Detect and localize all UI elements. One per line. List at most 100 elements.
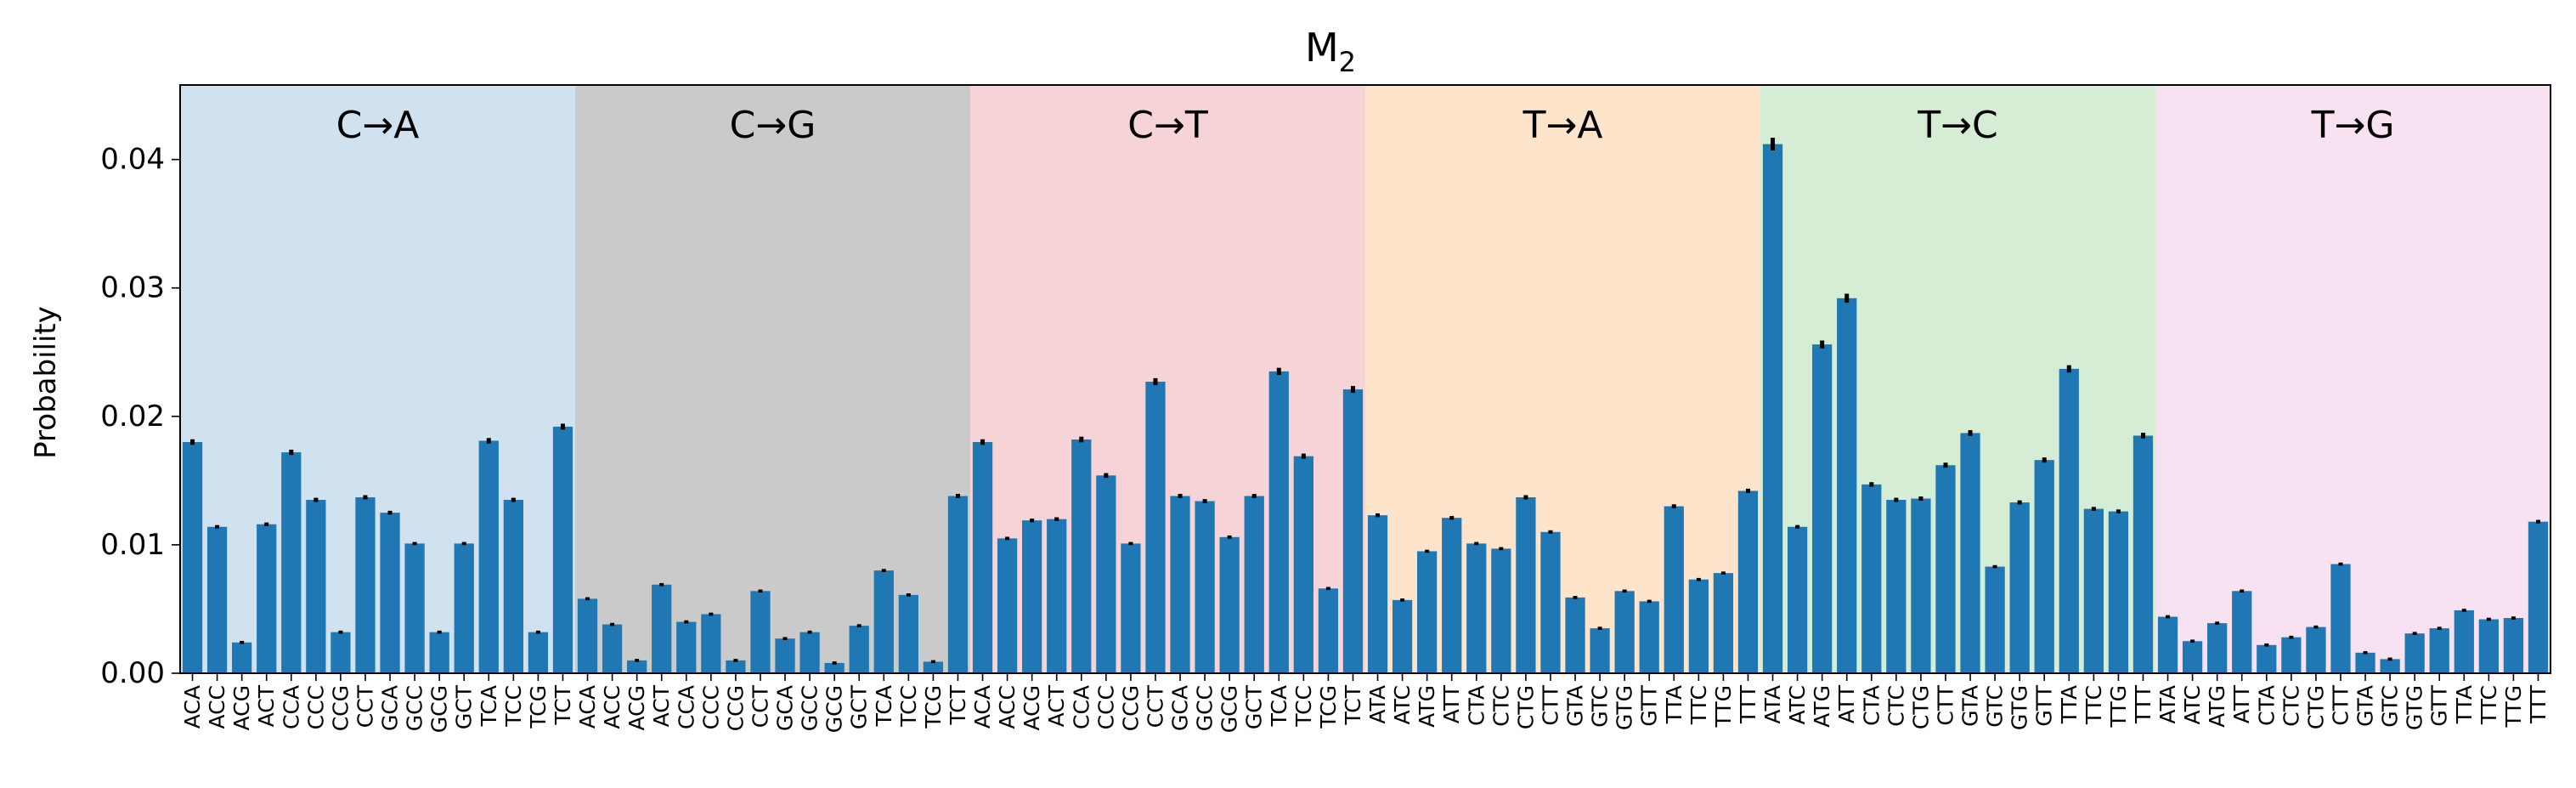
bar <box>1713 573 1734 673</box>
chart-title: M2 <box>1305 25 1356 78</box>
bar <box>627 660 647 673</box>
x-tick-label: CCC <box>303 685 328 729</box>
x-tick-label: TCG <box>1316 685 1341 729</box>
bar <box>1022 520 1042 673</box>
group-background-6 <box>2155 85 2551 673</box>
bar <box>2404 633 2425 673</box>
bar <box>972 442 993 673</box>
bar <box>1960 433 1980 673</box>
bar <box>1367 515 1388 673</box>
x-tick-label: ATA <box>1760 685 1785 724</box>
bar <box>257 524 277 673</box>
bar <box>1664 506 1684 673</box>
x-tick-label: CTG <box>1908 685 1933 729</box>
x-tick-label: GTA <box>2353 685 2378 727</box>
bar <box>478 440 499 673</box>
x-tick-label: ATC <box>1785 685 1810 724</box>
x-tick-label: GTC <box>1588 685 1613 728</box>
x-tick-label: GCG <box>822 685 847 733</box>
y-tick-label: 0.03 <box>100 271 165 305</box>
bar <box>503 500 523 673</box>
x-tick-label: ACA <box>180 685 205 728</box>
x-tick-label: CTC <box>2279 685 2303 727</box>
bar <box>2380 659 2400 673</box>
x-tick-label: TTT <box>1736 684 1760 724</box>
x-tick-label: GCA <box>378 685 403 731</box>
x-tick-label: GCA <box>1168 685 1193 731</box>
x-tick-label: GCT <box>847 684 872 729</box>
bar <box>2108 511 2129 673</box>
bar <box>528 632 549 673</box>
x-tick-label: ACA <box>970 685 995 728</box>
bar <box>1737 490 1759 673</box>
bar <box>1812 344 1833 673</box>
bar <box>1417 551 1438 673</box>
bar <box>1861 484 1882 673</box>
bar <box>873 570 894 673</box>
x-tick-label: TCT <box>946 684 970 725</box>
bar <box>1614 591 1635 673</box>
bar <box>1145 382 1166 673</box>
x-tick-label: ATG <box>1810 685 1834 728</box>
bar <box>775 638 795 673</box>
bar <box>1837 298 1857 673</box>
bar <box>2429 628 2449 673</box>
x-tick-label: CCA <box>279 685 303 729</box>
bar <box>2306 626 2326 673</box>
x-tick-label: CTG <box>1513 685 1538 729</box>
bar <box>2207 623 2228 673</box>
bar <box>1342 389 1364 673</box>
bar <box>726 660 746 673</box>
x-tick-label: CCT <box>1143 684 1167 728</box>
x-tick-label: GTT <box>1637 684 1662 726</box>
bar <box>1762 144 1783 673</box>
x-tick-label: TCA <box>1267 685 1291 727</box>
bar <box>1935 465 1956 673</box>
x-tick-label: CCA <box>674 685 698 729</box>
bar <box>2034 460 2054 673</box>
x-tick-label: ACG <box>229 685 254 731</box>
x-tick-label: TTC <box>2082 685 2106 725</box>
bar <box>1195 501 1215 673</box>
x-tick-label: TTA <box>1662 685 1686 724</box>
x-tick-label: GCC <box>403 685 427 731</box>
x-tick-label: CCG <box>723 685 748 731</box>
bar <box>1442 518 1462 673</box>
x-tick-label: TTG <box>2501 685 2526 728</box>
x-tick-label: TTT <box>2526 684 2551 724</box>
bar <box>1392 599 1413 673</box>
y-tick-label: 0.01 <box>100 528 165 562</box>
x-tick-label: TCA <box>477 685 501 727</box>
bar <box>1244 496 1264 673</box>
bar <box>355 497 376 673</box>
bar <box>1787 526 1808 673</box>
bar <box>824 662 845 673</box>
x-tick-label: TTT <box>2131 684 2155 724</box>
bar <box>750 591 771 673</box>
bars <box>182 138 2549 673</box>
bar <box>577 598 598 673</box>
x-tick-label: TCC <box>1291 685 1316 728</box>
bar <box>2182 641 2203 673</box>
bar <box>947 496 969 673</box>
x-tick-label: GTG <box>2403 685 2427 730</box>
group-label: C→G <box>730 104 816 147</box>
bar <box>1047 519 1067 673</box>
bar <box>2083 508 2104 673</box>
bar <box>1071 439 1092 673</box>
bar <box>652 584 672 673</box>
x-tick-label: ACG <box>624 685 649 731</box>
x-tick-label: GCT <box>452 684 477 729</box>
x-tick-label: ATT <box>2229 684 2254 723</box>
x-tick-label: TTA <box>2057 685 2082 724</box>
bar <box>676 621 697 673</box>
bar <box>429 632 449 673</box>
bar <box>1170 496 1190 673</box>
bar <box>1688 579 1709 673</box>
group-backgrounds: C→A C→G C→T T→A T→C T→G <box>180 85 2551 673</box>
x-tick-label: GCC <box>1193 685 1217 731</box>
plot-frame <box>179 84 2551 674</box>
bar <box>1540 531 1561 673</box>
bar <box>2232 591 2252 673</box>
